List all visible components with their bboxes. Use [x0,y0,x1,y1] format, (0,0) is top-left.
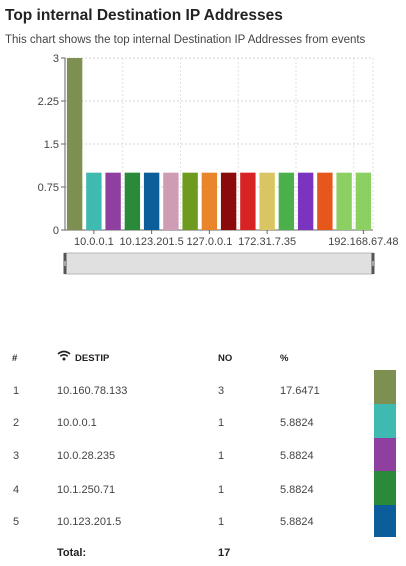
bar-chart: 0 0.75 1.5 2.25 3 10.0.0.1 10.123.201.5 127.0.0… [38,53,399,275]
y-tick-label: 1.5 [44,139,59,151]
row-color-swatch [374,505,396,537]
range-scrollbar-track[interactable] [64,252,374,275]
row-percent: 17.6471 [280,385,320,397]
bar[interactable] [259,172,275,230]
bar[interactable] [355,172,372,230]
bar[interactable] [240,172,256,230]
row-index: 2 [13,417,20,429]
bar[interactable] [317,172,333,230]
chart-title: Top internal Destination IP Addresses [5,7,283,24]
bar[interactable] [86,172,102,230]
y-tick-label: 2.25 [38,96,59,108]
bar[interactable] [220,172,237,230]
row-percent: 5.8824 [280,484,314,496]
bar[interactable] [201,172,218,230]
row-index: 3 [13,450,20,462]
row-count: 1 [218,417,225,429]
range-scrollbar[interactable] [63,252,375,275]
col-header-destip[interactable]: DESTIP [75,353,110,364]
bar[interactable] [163,172,179,230]
chart-subtitle: This chart shows the top internal Destin… [5,34,366,46]
row-destip: 10.0.0.1 [57,417,97,429]
x-tick-label: 10.123.201.5 [120,236,184,248]
col-header-no[interactable]: NO [218,353,233,364]
bar[interactable] [278,172,295,230]
row-destip: 10.1.250.71 [57,484,116,496]
row-destip: 10.160.78.133 [57,385,128,397]
row-color-swatch [374,370,396,404]
row-destip: 10.123.201.5 [57,516,122,528]
bar[interactable] [124,172,141,230]
chart-ticks: 0 0.75 1.5 2.25 3 10.0.0.1 10.123.201.5 127.0.0… [38,53,399,248]
row-count: 1 [218,516,225,528]
row-count: 1 [218,484,225,496]
row-color-swatch [374,404,396,438]
row-index: 5 [13,516,20,528]
row-percent: 5.8824 [280,450,314,462]
x-tick-label: 10.0.0.1 [74,236,114,248]
bar[interactable] [143,172,160,230]
y-tick-label: 0 [53,225,59,237]
row-color-swatch [374,438,396,471]
wifi-icon [57,350,71,361]
row-index: 4 [13,484,20,496]
row-percent: 5.8824 [280,516,314,528]
bar[interactable] [336,172,352,230]
row-percent: 5.8824 [280,417,314,429]
x-tick-label: 127.0.0.1 [186,236,232,248]
row-count: 3 [218,385,225,397]
x-tick-label: 172.31.7.35 [238,236,296,248]
y-tick-label: 3 [53,53,59,65]
total-label: Total: [57,547,87,559]
chart-bars [66,58,372,230]
bar[interactable] [182,172,198,230]
bar[interactable] [297,172,314,230]
row-color-swatch [374,471,396,505]
bar[interactable] [105,172,121,230]
row-destip: 10.0.28.235 [57,450,116,462]
row-count: 1 [218,450,225,462]
col-header-percent[interactable]: % [280,353,289,364]
total-value: 17 [218,547,231,559]
bar[interactable] [66,58,83,230]
x-tick-label: 192.168.67.48 [328,236,398,248]
row-index: 1 [13,385,20,397]
col-header-index: # [12,353,18,364]
y-tick-label: 0.75 [38,182,59,194]
